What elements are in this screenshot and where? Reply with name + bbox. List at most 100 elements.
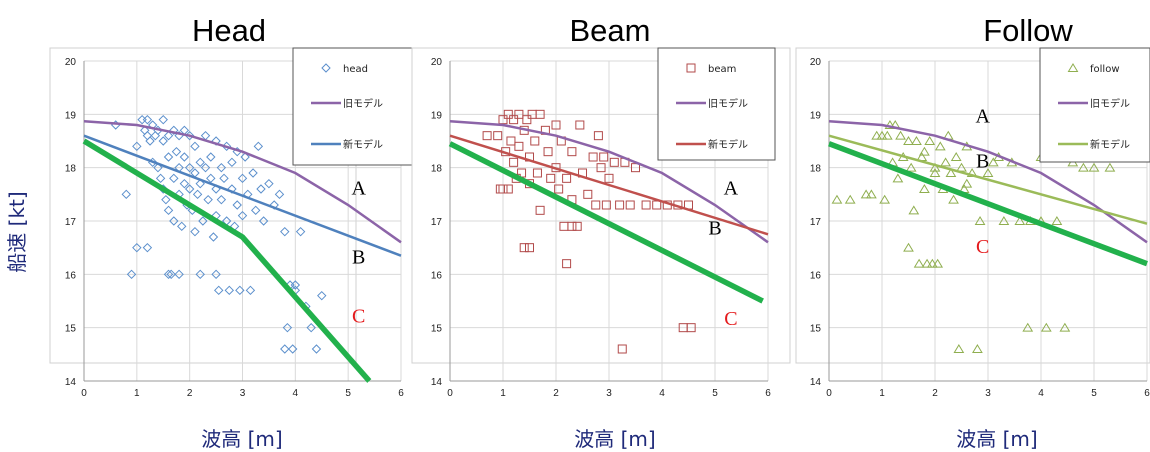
scatter-point bbox=[1088, 162, 1100, 172]
scatter-point bbox=[583, 189, 593, 199]
x-tick-label: 5 bbox=[345, 388, 351, 399]
scatter-point bbox=[871, 130, 883, 140]
scatter-point bbox=[686, 323, 696, 333]
scatter-point bbox=[921, 258, 933, 268]
scatter-point bbox=[617, 344, 627, 354]
legend-label: 旧モデル bbox=[1090, 97, 1130, 110]
x-tick-label: 2 bbox=[932, 388, 938, 399]
y-tick-label: 19 bbox=[65, 110, 77, 121]
y-axis-label: 船速 [kt] bbox=[5, 191, 29, 272]
scatter-point bbox=[190, 141, 200, 152]
scatter-point bbox=[509, 115, 519, 125]
x-tick-label: 5 bbox=[1091, 388, 1097, 399]
scatter-point bbox=[866, 189, 877, 199]
annotation-letter: A bbox=[724, 177, 739, 199]
scatter-point bbox=[169, 173, 179, 184]
scatter-point bbox=[929, 168, 941, 177]
scatter-point bbox=[495, 184, 505, 194]
scatter-point bbox=[216, 194, 227, 205]
scatter-point bbox=[174, 269, 184, 280]
scatter-point bbox=[615, 200, 625, 210]
scatter-point bbox=[905, 162, 917, 172]
x-tick-label: 4 bbox=[1038, 388, 1044, 399]
scatter-point bbox=[860, 189, 872, 199]
scatter-point bbox=[211, 269, 221, 280]
scatter-point bbox=[169, 216, 179, 226]
scatter-point bbox=[280, 226, 290, 237]
scatter-point bbox=[498, 115, 508, 125]
scatter-point bbox=[554, 184, 564, 194]
annotation-letter: B bbox=[352, 247, 365, 269]
chart-title-head: Head bbox=[192, 13, 266, 48]
scatter-point bbox=[282, 322, 293, 333]
y-tick-label: 18 bbox=[65, 164, 77, 175]
x-tick-label: 3 bbox=[985, 388, 991, 399]
scatter-point bbox=[601, 200, 611, 210]
scatter-point bbox=[913, 258, 925, 268]
scatter-point bbox=[974, 216, 986, 225]
scatter-point bbox=[142, 114, 153, 125]
scatter-point bbox=[522, 115, 532, 125]
scatter-point bbox=[998, 216, 1010, 225]
scatter-point bbox=[198, 216, 208, 226]
scatter-point bbox=[929, 162, 941, 172]
scatter-point bbox=[253, 141, 264, 152]
scatter-point bbox=[940, 157, 951, 167]
y-tick-label: 18 bbox=[431, 164, 443, 175]
scatter-point bbox=[1040, 322, 1052, 332]
y-tick-label: 17 bbox=[431, 217, 443, 228]
scatter-point bbox=[132, 242, 142, 253]
scatter-point bbox=[514, 109, 524, 119]
scatter-point bbox=[290, 280, 301, 290]
scatter-point bbox=[950, 152, 962, 161]
scatter-point bbox=[240, 152, 250, 162]
y-tick-label: 15 bbox=[431, 324, 443, 335]
scatter-point bbox=[625, 200, 635, 210]
scatter-point bbox=[551, 120, 561, 130]
chart-title-beam: Beam bbox=[570, 13, 651, 48]
scatter-point bbox=[519, 243, 529, 253]
scatter-point bbox=[179, 152, 190, 162]
scatter-point bbox=[195, 178, 205, 189]
scatter-point bbox=[945, 168, 957, 177]
scatter-point bbox=[1022, 322, 1034, 332]
y-tick-label: 16 bbox=[431, 270, 443, 281]
x-tick-label: 6 bbox=[1144, 388, 1150, 399]
scatter-point bbox=[506, 136, 516, 146]
legend-label: 旧モデル bbox=[343, 97, 383, 110]
scatter-point bbox=[588, 152, 598, 162]
green-curve-c bbox=[448, 141, 764, 304]
legend-label: 新モデル bbox=[708, 138, 748, 151]
scatter-point bbox=[593, 131, 603, 141]
chart-title-follow: Follow bbox=[983, 13, 1073, 48]
x-axis-label-head: 波高 [m] bbox=[201, 427, 282, 451]
scatter-point bbox=[274, 189, 285, 200]
legend-label: follow bbox=[1090, 64, 1120, 75]
old-model-line bbox=[449, 120, 769, 244]
scatter-point bbox=[831, 194, 843, 204]
scatter-point bbox=[163, 269, 174, 280]
y-tick-label: 14 bbox=[810, 377, 822, 388]
x-tick-label: 4 bbox=[293, 388, 299, 399]
legend-box bbox=[292, 47, 413, 166]
x-tick-label: 6 bbox=[765, 388, 771, 399]
scatter-point bbox=[161, 194, 171, 205]
scatter-point bbox=[258, 216, 269, 226]
scatter-point bbox=[514, 141, 524, 151]
scatter-point bbox=[306, 322, 316, 333]
legend-label: beam bbox=[708, 64, 736, 75]
x-tick-label: 5 bbox=[712, 388, 718, 399]
scatter-point bbox=[163, 152, 174, 162]
scatter-point bbox=[543, 147, 553, 157]
scatter-point bbox=[155, 173, 166, 184]
annotation-letter: C bbox=[976, 236, 989, 258]
scatter-point bbox=[1014, 216, 1026, 225]
scatter-point bbox=[903, 242, 914, 252]
scatter-point bbox=[908, 205, 920, 215]
scatter-point bbox=[876, 130, 888, 140]
legend-label: head bbox=[343, 64, 368, 75]
scatter-point bbox=[503, 109, 513, 119]
old-model-line bbox=[828, 120, 1148, 244]
